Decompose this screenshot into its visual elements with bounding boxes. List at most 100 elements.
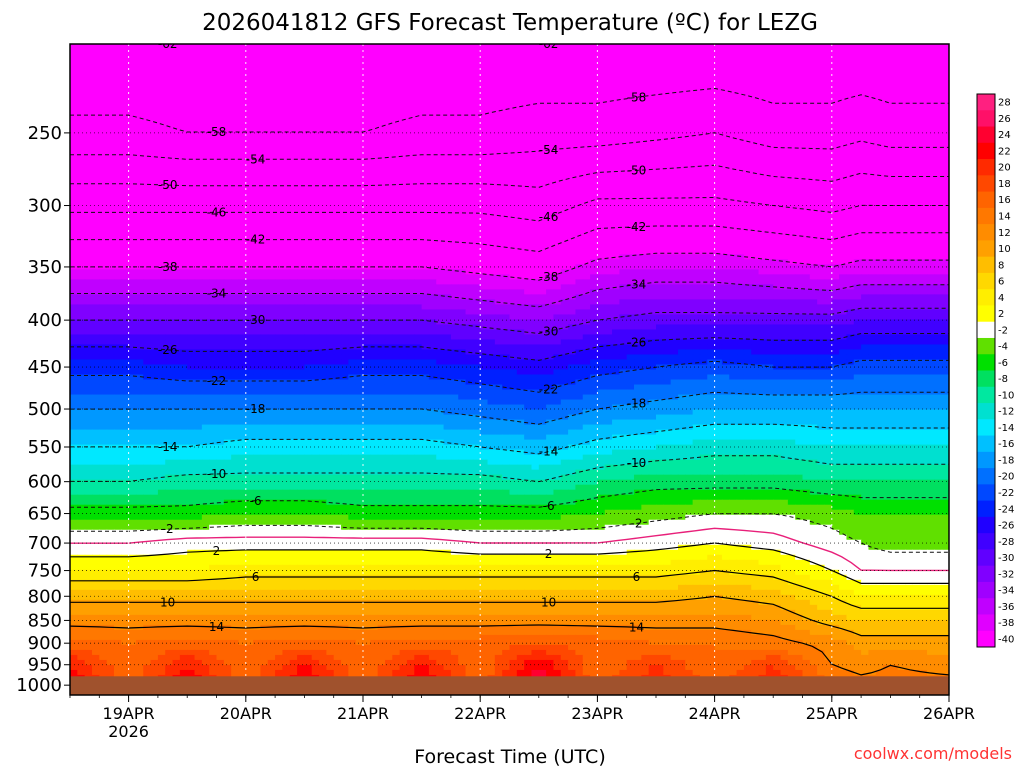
temperature-cell: [260, 189, 269, 195]
temperature-cell: [795, 84, 804, 90]
temperature-cell: [751, 234, 760, 240]
temperature-cell: [223, 49, 232, 55]
temperature-cell: [223, 189, 232, 195]
temperature-cell: [875, 219, 884, 225]
temperature-cell: [245, 69, 254, 75]
temperature-cell: [458, 199, 467, 205]
temperature-cell: [128, 234, 137, 240]
temperature-cell: [714, 164, 723, 170]
temperature-cell: [809, 74, 818, 80]
temperature-cell: [150, 174, 159, 180]
temperature-cell: [421, 154, 430, 160]
temperature-cell: [619, 59, 628, 65]
temperature-cell: [626, 224, 635, 230]
temperature-cell: [721, 69, 730, 75]
temperature-cell: [721, 79, 730, 85]
temperature-cell: [509, 154, 518, 160]
temperature-cell: [568, 219, 577, 225]
temperature-cell: [319, 159, 327, 165]
temperature-cell: [406, 59, 415, 65]
temperature-cell: [238, 244, 247, 250]
temperature-cell: [824, 79, 833, 85]
temperature-cell: [458, 94, 467, 100]
temperature-cell: [612, 209, 620, 215]
temperature-cell: [787, 199, 796, 205]
temperature-cell: [575, 79, 584, 85]
temperature-cell: [245, 204, 254, 210]
temperature-cell: [743, 44, 752, 50]
temperature-cell: [363, 229, 371, 235]
temperature-cell: [516, 184, 525, 190]
temperature-cell: [685, 59, 694, 65]
temperature-cell: [831, 139, 840, 145]
temperature-cell: [355, 234, 364, 240]
temperature-cell: [377, 169, 386, 175]
temperature-cell: [707, 214, 716, 220]
temperature-cell: [861, 129, 870, 135]
temperature-cell: [934, 44, 943, 50]
temperature-cell: [355, 229, 364, 235]
temperature-cell: [890, 134, 899, 140]
temperature-cell: [326, 44, 335, 50]
temperature-cell: [494, 239, 503, 245]
temperature-cell: [341, 179, 349, 185]
temperature-cell: [399, 234, 408, 240]
temperature-cell: [553, 119, 562, 125]
temperature-cell: [758, 199, 767, 205]
temperature-cell: [773, 159, 782, 165]
temperature-cell: [502, 139, 511, 145]
temperature-cell: [546, 199, 555, 205]
temperature-cell: [787, 194, 796, 200]
temperature-cell: [831, 219, 840, 225]
temperature-cell: [77, 99, 86, 105]
temperature-cell: [406, 94, 415, 100]
temperature-cell: [99, 99, 108, 105]
temperature-cell: [267, 44, 276, 50]
temperature-cell: [436, 189, 445, 195]
temperature-cell: [275, 89, 284, 95]
temperature-cell: [590, 244, 598, 250]
temperature-cell: [538, 104, 547, 110]
temperature-cell: [677, 244, 686, 250]
temperature-cell: [465, 249, 474, 255]
temperature-cell: [795, 79, 804, 85]
temperature-cell: [619, 244, 628, 250]
temperature-cell: [817, 234, 826, 240]
temperature-cell: [656, 129, 664, 135]
temperature-cell: [912, 169, 921, 175]
temperature-cell: [450, 124, 459, 130]
temperature-cell: [91, 234, 100, 240]
temperature-cell: [582, 159, 591, 165]
temperature-cell: [626, 214, 635, 220]
temperature-cell: [531, 144, 540, 150]
temperature-cell: [326, 59, 335, 65]
temperature-cell: [260, 149, 269, 155]
temperature-cell: [128, 119, 137, 125]
temperature-cell: [128, 174, 137, 180]
temperature-cell: [846, 114, 855, 120]
temperature-cell: [868, 169, 877, 175]
temperature-cell: [802, 219, 811, 225]
temperature-cell: [135, 124, 144, 130]
temperature-cell: [619, 229, 628, 235]
temperature-cell: [143, 184, 152, 190]
temperature-cell: [714, 199, 723, 205]
temperature-cell: [787, 109, 796, 115]
temperature-cell: [846, 69, 855, 75]
temperature-cell: [663, 199, 672, 205]
temperature-cell: [355, 89, 364, 95]
temperature-cell: [524, 174, 533, 180]
temperature-cell: [282, 174, 291, 180]
temperature-cell: [333, 149, 342, 155]
temperature-cell: [780, 164, 789, 170]
temperature-cell: [905, 199, 913, 205]
temperature-cell: [787, 74, 796, 80]
temperature-cell: [194, 149, 203, 155]
temperature-cell: [883, 124, 891, 130]
temperature-cell: [663, 74, 672, 80]
temperature-cell: [128, 169, 137, 175]
temperature-cell: [861, 239, 870, 245]
temperature-cell: [377, 104, 386, 110]
temperature-cell: [897, 174, 906, 180]
temperature-cell: [853, 239, 862, 245]
